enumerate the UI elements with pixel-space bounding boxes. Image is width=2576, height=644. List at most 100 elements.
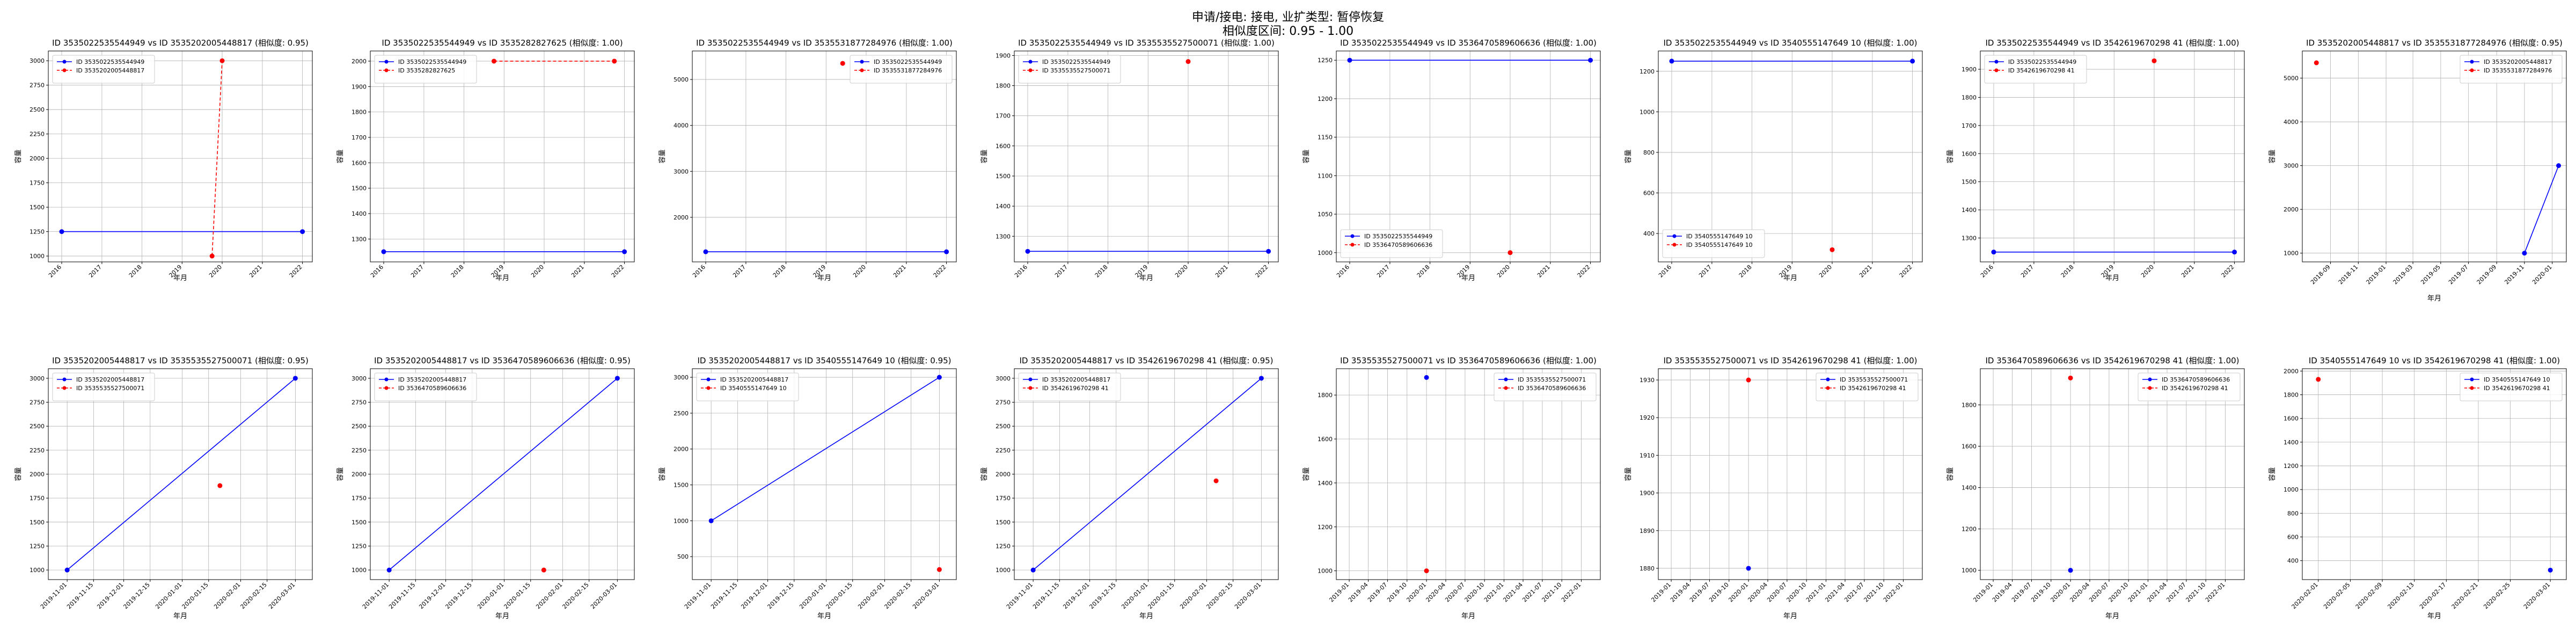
legend-box [2138,372,2241,401]
y-tick-label: 1000 [30,567,45,574]
y-tick-label: 1050 [1318,211,1333,218]
y-tick-label: 3000 [674,374,689,381]
x-tick-label: 2020-02-21 [2450,581,2479,610]
x-tick-label: 2020-01-01 [476,581,505,610]
x-tick-label: 2019-04 [1347,581,1370,604]
data-point [2314,60,2319,65]
legend-label: ID 3535022535544949 [874,58,942,65]
x-tick-label: 2019-12-15 [444,581,473,610]
plot-frame [1014,50,1279,262]
data-point [1507,250,1513,255]
x-tick-label: 2020-01-15 [502,581,531,610]
x-tick-label: 2019-12-15 [122,581,151,610]
legend-marker [1672,243,1677,247]
legend-box [1494,372,1597,401]
data-point [2151,58,2157,63]
subplot: ID 3535202005448817 vs ID 35355355275000… [14,356,313,620]
y-tick-label: 2500 [30,106,45,113]
plot-frame [1336,50,1601,262]
x-tick-label: 2020-02-09 [2354,581,2383,610]
y-tick-label: 1600 [1962,443,1977,450]
subplot-title: ID 3535022535544949 vs ID 35364705896066… [1340,38,1597,48]
subplot-title: ID 3535202005448817 vs ID 3542619670298 … [1019,356,1273,365]
y-tick-label: 2250 [30,131,45,138]
y-tick-label: 1700 [352,134,367,141]
x-tick-label: 2021-10 [1541,581,1563,604]
legend-label: ID 3535202005448817 [398,376,466,383]
data-point [1746,377,1751,383]
x-tick-label: 2016 [1979,264,1995,279]
y-tick-label: 1800 [352,109,367,116]
x-tick-label: 2021-04 [1502,581,1524,604]
x-tick-label: 2020-02-15 [561,581,590,610]
x-tick-label: 2021-01 [1805,581,1827,604]
legend-box [1984,55,2087,84]
x-tick-label: 2020-02-05 [2322,581,2351,610]
y-tick-label: 2000 [2284,368,2299,375]
legend: ID 3535202005448817 ID 3542619670298 41 [1018,372,1121,401]
legend-marker [1826,386,1830,390]
y-tick-label: 5000 [2284,75,2299,82]
y-tick-label: 2000 [674,446,689,453]
legend-marker [62,68,67,72]
x-axis-label: 年月 [173,274,187,282]
subplot-title: ID 3535022535544949 vs ID 35352020054488… [52,38,309,48]
x-tick-label: 2021-07 [2165,581,2187,604]
legend-marker [860,68,864,72]
y-tick-label: 1400 [996,203,1011,210]
plot-frame [370,368,635,580]
legend-marker [706,377,711,382]
data-point [217,483,223,488]
x-tick-label: 2022 [288,264,304,279]
legend-marker [1826,377,1830,382]
x-axis-label: 年月 [2105,274,2119,282]
x-tick-label: 2020 [1496,264,1511,279]
data-point [219,58,225,63]
legend-box [1018,372,1121,401]
x-tick-label: 2020-02-01 [857,581,885,610]
x-tick-label: 2020-02-15 [883,581,912,610]
y-axis-label: 容量 [1624,467,1633,481]
legend-marker [62,386,67,390]
y-axis-label: 容量 [336,467,345,481]
plot-frame [692,50,957,262]
y-tick-label: 2500 [30,423,45,430]
legend-box [1816,372,1919,401]
subplot: ID 3535022535544949 vs ID 3540555147649 … [1624,38,1923,282]
x-tick-label: 2022 [932,264,948,279]
x-tick-label: 2019-07 [1366,581,1389,604]
legend-box [1018,55,1121,84]
x-tick-label: 2020-02-01 [2290,581,2319,610]
x-tick-label: 2019-12-01 [96,581,125,610]
data-point [2522,251,2527,256]
y-tick-label: 1300 [996,233,1011,240]
data-point [1829,247,1835,252]
x-tick-label: 2021-07 [1843,581,1865,604]
data-point [936,375,942,380]
y-tick-label: 2000 [352,58,367,65]
subplot: ID 3535022535544949 vs ID 3542619670298 … [1946,38,2245,282]
figure-title: 申请/接电: 接电, 业扩类型: 暂停恢复 相似度区间: 0.95 - 1.00 [0,11,2576,39]
subplot: ID 3535202005448817 vs ID 3540555147649 … [658,356,957,620]
y-axis-label: 容量 [2268,467,2277,481]
y-tick-label: 1750 [996,495,1011,502]
y-tick-label: 1890 [1640,528,1655,535]
y-tick-label: 1600 [1318,436,1333,443]
x-tick-label: 2019-11 [2503,264,2526,286]
x-tick-label: 2020-01 [2531,264,2553,286]
y-axis-label: 容量 [336,149,345,163]
x-tick-label: 2021 [570,264,586,279]
subplot: ID 3540555147649 10 vs ID 3542619670298 … [2268,356,2567,620]
x-tick-label: 2021-01 [1483,581,1505,604]
legend-label: ID 3535202005448817 [76,67,144,74]
legend-box [1662,229,1765,258]
x-tick-label: 2020 [530,264,545,279]
legend: ID 3535202005448817 ID 3535531877284976 [2460,55,2563,84]
data-point [1030,567,1036,573]
data-point [2068,568,2073,573]
legend-box [374,55,477,84]
data-point [2068,375,2073,380]
legend-marker [2470,386,2474,390]
legend-marker [2148,377,2152,382]
